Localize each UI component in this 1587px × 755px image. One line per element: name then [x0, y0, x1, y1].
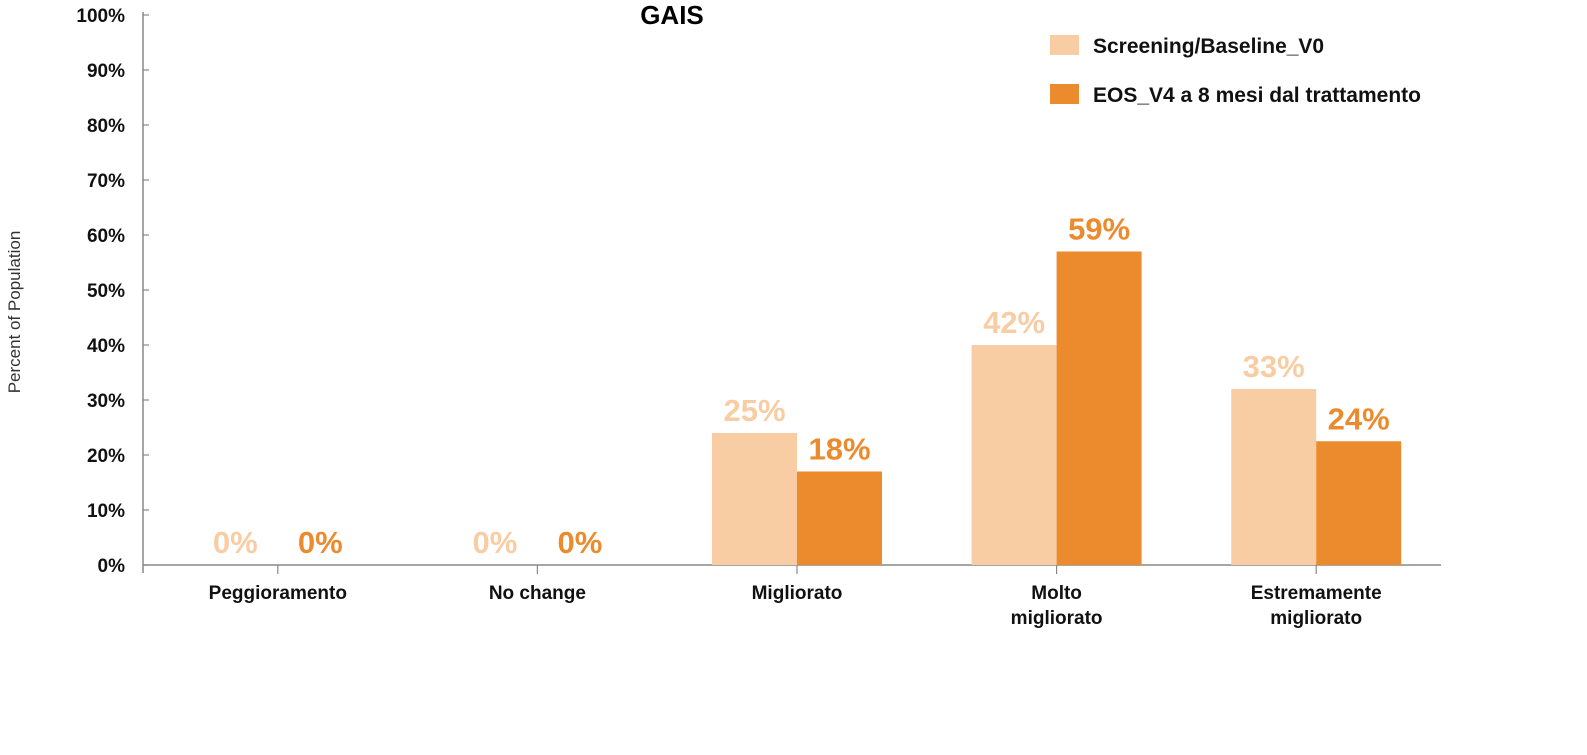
y-axis-label: Percent of Population	[5, 231, 24, 394]
legend: Screening/Baseline_V0 EOS_V4 a 8 mesi dal…	[1050, 35, 1421, 107]
y-tick-label: 100%	[76, 6, 125, 27]
y-tick-label: 10%	[87, 501, 125, 522]
y-tick-label: 40%	[87, 336, 125, 357]
y-tick-label: 30%	[87, 391, 125, 412]
legend-label: EOS_V4 a 8 mesi dal trattamento	[1093, 84, 1421, 107]
y-tick-label: 0%	[98, 556, 126, 577]
data-label: 0%	[472, 525, 517, 560]
data-label: 59%	[1068, 212, 1130, 247]
x-axis-labels: Peggioramento No change Migliorato Molto mig…	[209, 565, 1382, 629]
y-tick-label: 50%	[87, 281, 125, 302]
data-label: 33%	[1243, 349, 1305, 384]
legend-swatch	[1050, 35, 1079, 55]
y-tick-label: 70%	[87, 171, 125, 192]
legend-swatch	[1050, 84, 1079, 104]
chart-title: GAIS	[640, 0, 704, 30]
legend-label: Screening/Baseline_V0	[1093, 35, 1324, 58]
bars	[712, 251, 1402, 565]
data-label: 25%	[723, 393, 785, 428]
bar	[797, 471, 882, 565]
x-tick-label: No change	[489, 583, 586, 604]
data-label: 0%	[557, 525, 602, 560]
data-label: 18%	[808, 432, 870, 467]
bar	[1231, 389, 1317, 565]
y-tick-label: 20%	[87, 446, 125, 467]
y-tick-label: 90%	[87, 61, 125, 82]
data-label: 0%	[213, 525, 258, 560]
data-label: 42%	[983, 305, 1045, 340]
y-axis-ticks: 0% 10% 20% 30% 40% 50% 60% 70% 80% 90% 100%	[76, 6, 149, 577]
x-tick-label: Estremamente migliorato	[1251, 583, 1382, 629]
x-tick-label: Migliorato	[752, 583, 843, 604]
data-labels: 0% 0% 0% 0% 25% 18% 42% 59% 33% 24%	[213, 212, 1390, 561]
x-tick-label: Molto migliorato	[1011, 583, 1103, 629]
data-label: 24%	[1328, 401, 1390, 436]
data-label: 0%	[298, 525, 343, 560]
bar	[1056, 251, 1142, 565]
y-tick-label: 80%	[87, 116, 125, 137]
y-tick-label: 60%	[87, 226, 125, 247]
bar	[712, 433, 797, 565]
bar	[971, 345, 1057, 565]
x-tick-label: Peggioramento	[209, 583, 347, 604]
bar	[1316, 441, 1402, 565]
